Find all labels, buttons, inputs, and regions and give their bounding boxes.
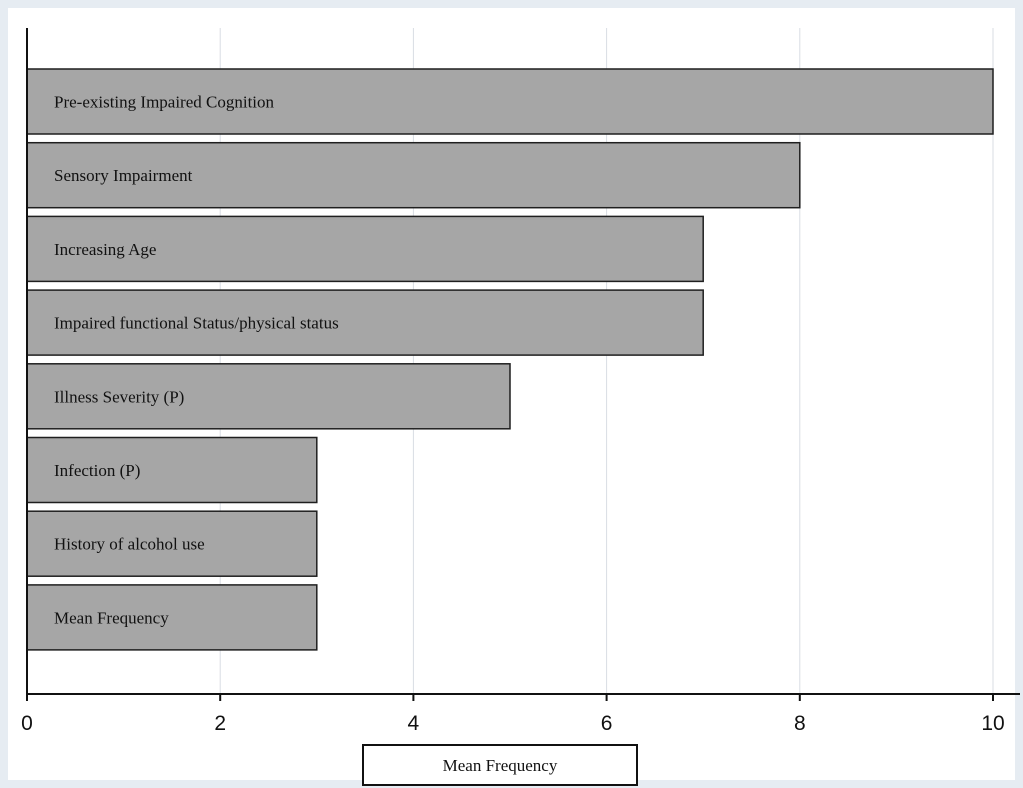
- x-tick-label-5: 10: [981, 712, 1004, 735]
- bar-label-5: Infection (P): [54, 461, 140, 480]
- legend-box: [362, 744, 638, 786]
- x-tick-label-2: 4: [408, 712, 420, 735]
- legend-label: Mean Frequency: [443, 756, 558, 775]
- axes: [26, 28, 1020, 701]
- gridlines: [219, 28, 994, 694]
- bar-label-3: Impaired functional Status/physical stat…: [54, 314, 339, 333]
- bar-label-0: Pre-existing Impaired Cognition: [54, 93, 275, 112]
- bar-1: [26, 141, 801, 209]
- bar-label-2: Increasing Age: [54, 240, 156, 259]
- bar-6: [26, 510, 318, 577]
- legend: Mean Frequency: [362, 744, 638, 786]
- bar-label-6: History of alcohol use: [54, 535, 205, 554]
- bar-5: [26, 436, 318, 504]
- x-tick-label-0: 0: [21, 712, 33, 735]
- bar-label-7: Mean Frequency: [54, 608, 169, 627]
- bar-label-4: Illness Severity (P): [54, 387, 184, 406]
- x-tick-labels: 0 2 4 6 8 10: [21, 712, 1005, 735]
- x-tick-label-1: 2: [214, 712, 226, 735]
- bar-label-1: Sensory Impairment: [54, 166, 193, 185]
- bar-7: [26, 584, 318, 651]
- x-tick-label-3: 6: [601, 712, 613, 735]
- x-tick-label-4: 8: [794, 712, 806, 735]
